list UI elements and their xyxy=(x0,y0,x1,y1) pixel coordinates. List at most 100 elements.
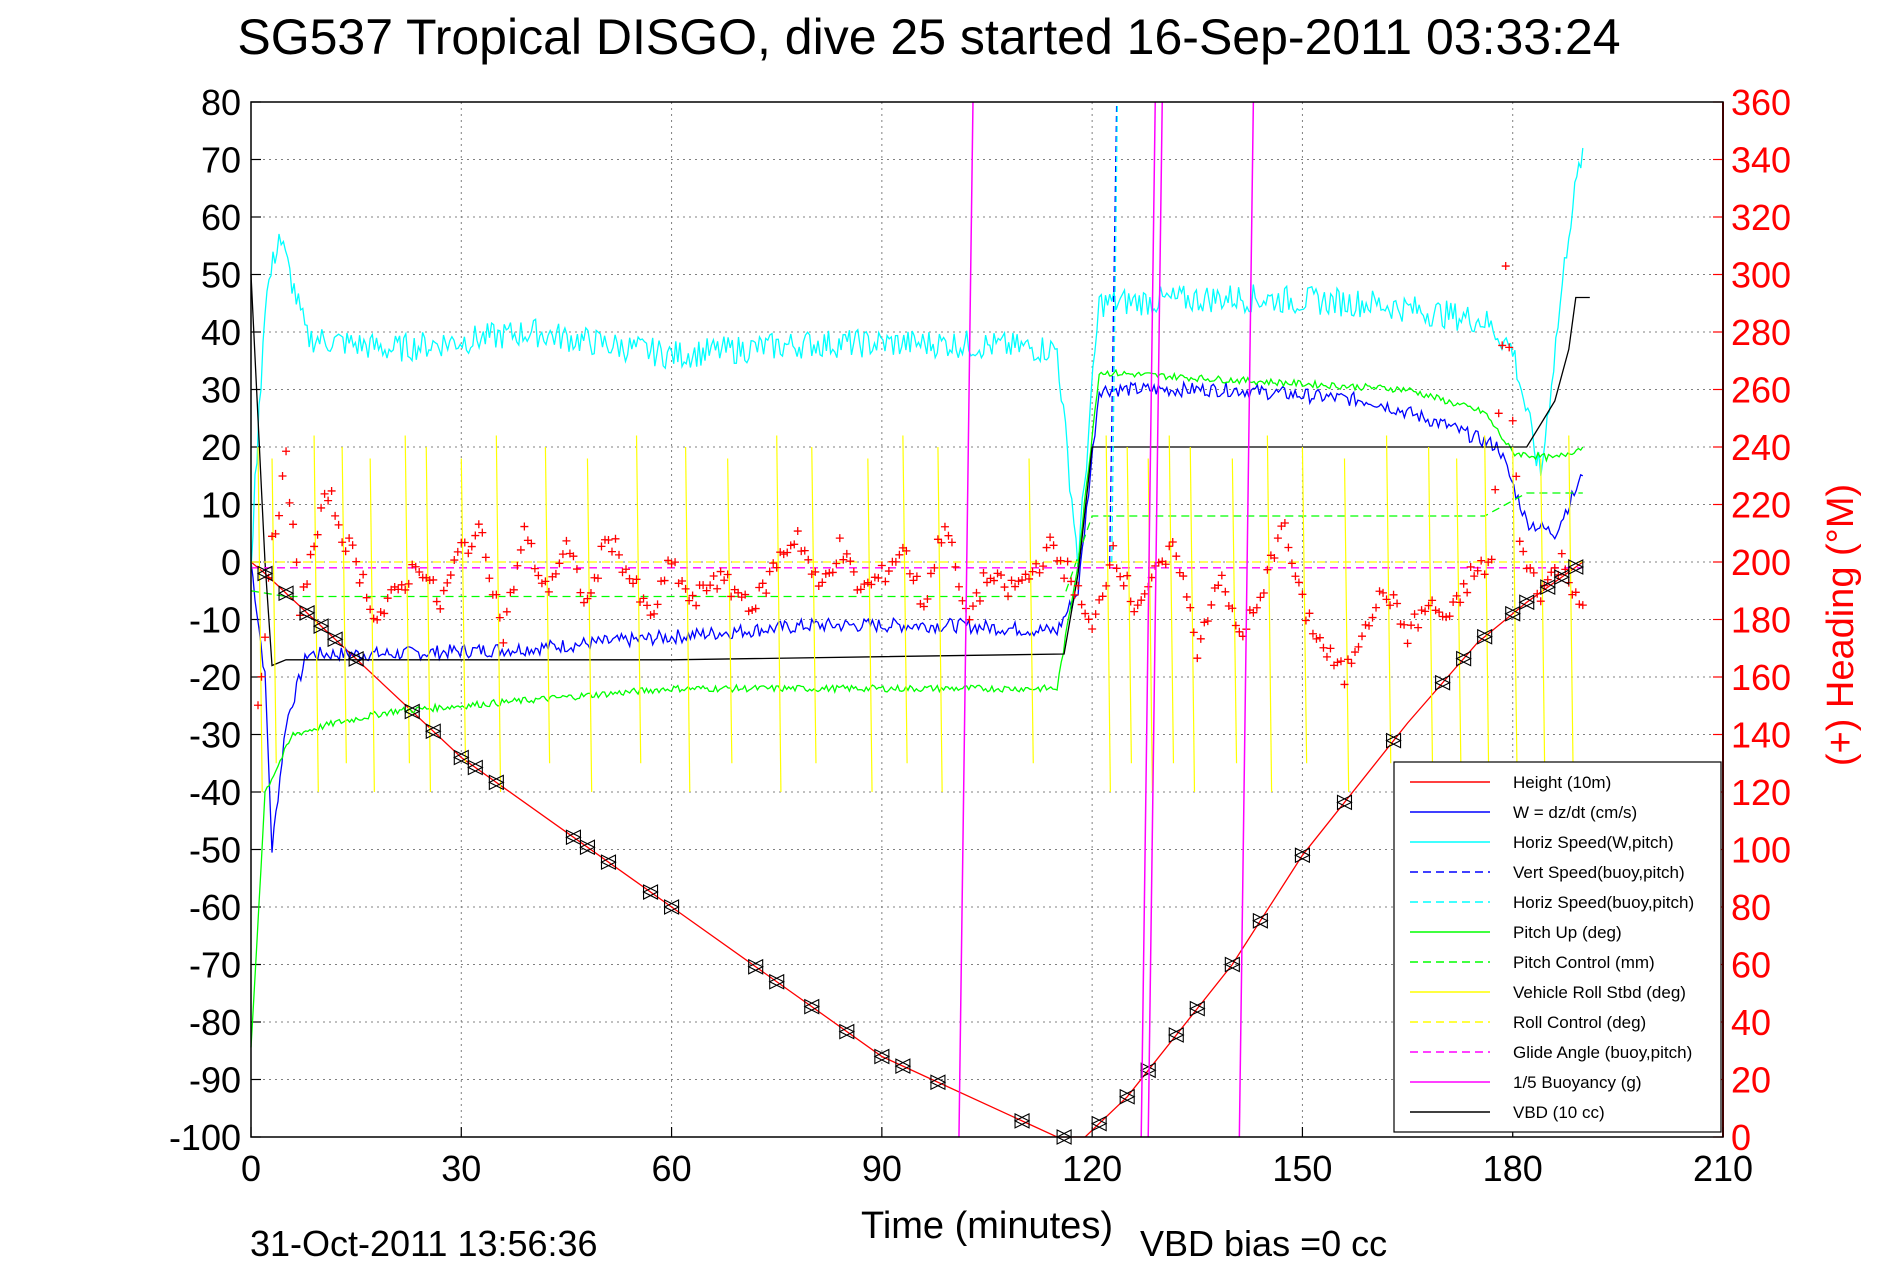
roll-spike xyxy=(1301,446,1308,764)
heading-marker xyxy=(1249,608,1258,617)
height-marker xyxy=(663,899,680,915)
legend-label: Vehicle Roll Stbd (deg) xyxy=(1513,983,1686,1002)
height-marker xyxy=(1013,1113,1030,1129)
height-marker xyxy=(600,854,617,871)
heading-marker xyxy=(877,561,886,570)
x-tick-label: 120 xyxy=(1062,1148,1122,1189)
heading-marker xyxy=(1014,577,1023,586)
heading-marker xyxy=(1056,556,1065,565)
heading-marker xyxy=(1228,604,1237,613)
heading-marker xyxy=(772,563,781,572)
heading-marker xyxy=(625,574,634,583)
heading-marker xyxy=(292,558,301,567)
heading-marker xyxy=(860,580,869,589)
height-marker xyxy=(1476,628,1493,645)
heading-marker xyxy=(1116,572,1125,581)
heading-marker xyxy=(790,540,799,549)
heading-marker xyxy=(1463,588,1472,597)
heading-marker xyxy=(1175,568,1184,577)
heading-marker xyxy=(404,579,413,588)
heading-marker xyxy=(394,585,403,594)
x-tick-label: 60 xyxy=(652,1148,692,1189)
legend-label: Pitch Up (deg) xyxy=(1513,923,1622,942)
heading-marker xyxy=(702,586,711,595)
heading-marker xyxy=(1133,601,1142,610)
height-marker xyxy=(1567,559,1584,575)
heading-marker xyxy=(1480,570,1489,579)
heading-marker xyxy=(1315,633,1324,642)
heading-marker xyxy=(1084,615,1093,624)
legend-box xyxy=(1393,761,1722,1133)
left-tick-label: -90 xyxy=(189,1060,241,1101)
height-markers-layer xyxy=(256,559,1585,1145)
heading-marker xyxy=(1119,581,1128,590)
heading-marker xyxy=(1505,343,1514,352)
heading-marker xyxy=(1322,652,1331,661)
heading-marker xyxy=(1287,559,1296,568)
right-tick-label: 360 xyxy=(1731,82,1791,123)
series-line-5 xyxy=(250,274,1590,667)
left-tick-label: 30 xyxy=(201,370,241,411)
heading-marker xyxy=(1182,592,1191,601)
left-tick-label: -70 xyxy=(189,945,241,986)
heading-marker xyxy=(275,511,284,520)
heading-marker xyxy=(1343,655,1352,664)
legend-items: Height (10m) W = dz/dt (cm/s) Horiz Speed(… xyxy=(1410,773,1694,1122)
heading-marker xyxy=(530,564,539,573)
roll-spike xyxy=(1456,458,1462,764)
heading-marker xyxy=(699,581,708,590)
heading-marker xyxy=(1200,618,1209,627)
left-tick-label: 80 xyxy=(201,82,241,123)
left-tick-label: 40 xyxy=(201,312,241,353)
heading-marker xyxy=(800,546,809,555)
heading-marker xyxy=(895,550,904,559)
horiz-speed-buoy-spike xyxy=(1111,101,1119,563)
roll-spike xyxy=(635,435,642,764)
right-tick-label: 120 xyxy=(1731,772,1791,813)
heading-marker xyxy=(720,576,729,585)
series-layer xyxy=(250,147,1590,1138)
heading-marker xyxy=(1021,570,1030,579)
heading-marker xyxy=(776,548,785,557)
heading-marker xyxy=(1449,598,1458,607)
heading-marker xyxy=(629,579,638,588)
legend: Height (10m) W = dz/dt (cm/s) Horiz Speed(… xyxy=(1393,761,1722,1133)
roll-spike xyxy=(937,446,943,793)
heading-marker xyxy=(1515,537,1524,546)
heading-marker xyxy=(607,547,616,556)
heading-marker xyxy=(1088,624,1097,633)
heading-marker xyxy=(1431,606,1440,615)
heading-marker xyxy=(1252,603,1261,612)
heading-marker xyxy=(867,580,876,589)
height-marker xyxy=(298,605,315,621)
heading-marker xyxy=(881,577,890,586)
heading-marker xyxy=(835,534,844,543)
heading-marker xyxy=(436,604,445,613)
heading-marker xyxy=(1354,642,1363,651)
legend-label: W = dz/dt (cm/s) xyxy=(1513,803,1637,822)
left-tick-label: -10 xyxy=(189,600,241,641)
heading-marker xyxy=(1179,572,1188,581)
heading-marker xyxy=(1347,659,1356,668)
heading-marker xyxy=(380,609,389,618)
heading-marker xyxy=(499,638,508,647)
buoyancy-spike xyxy=(1238,101,1255,1138)
buoyancy-spike xyxy=(1140,101,1156,1138)
x-tick-label: 180 xyxy=(1483,1148,1543,1189)
heading-marker xyxy=(1280,519,1289,528)
heading-marker xyxy=(429,575,438,584)
heading-marker xyxy=(615,550,623,559)
height-marker xyxy=(1139,1062,1156,1079)
heading-marker xyxy=(1543,575,1552,584)
heading-marker xyxy=(401,585,410,594)
height-marker xyxy=(1539,579,1556,596)
right-tick-label: 80 xyxy=(1731,887,1771,928)
left-tick-label: 50 xyxy=(201,255,241,296)
heading-marker xyxy=(1235,627,1244,636)
right-tick-label: 280 xyxy=(1731,312,1791,353)
heading-marker xyxy=(520,522,529,531)
heading-marker xyxy=(734,588,743,597)
heading-marker xyxy=(271,529,280,538)
right-axis-ticks: 3603403203002802602402202001801601401201… xyxy=(1713,82,1791,1158)
